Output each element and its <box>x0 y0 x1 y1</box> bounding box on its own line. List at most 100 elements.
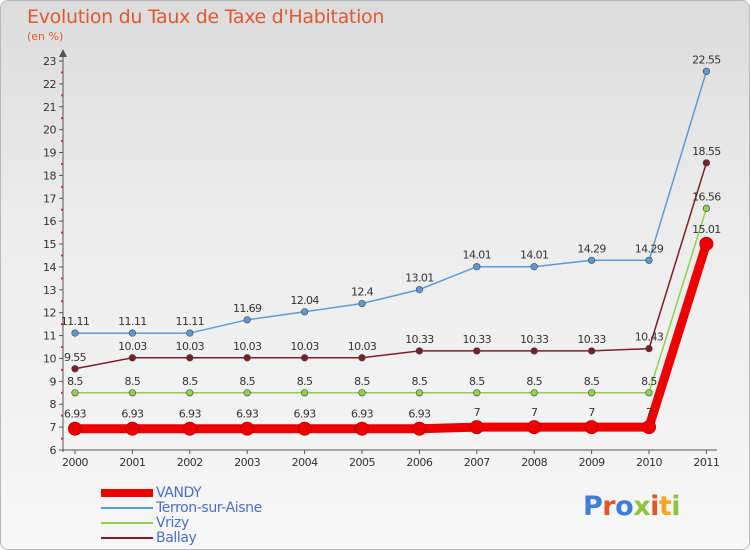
data-point-ballay <box>473 347 481 355</box>
data-label-vrizy: 8.5 <box>239 375 255 388</box>
data-label-vandy: 6.93 <box>351 408 374 421</box>
y-minor-dot <box>61 346 63 349</box>
legend-swatch <box>101 521 153 524</box>
data-point-ballay <box>587 347 596 355</box>
y-tick-label: 11 <box>43 330 56 343</box>
data-point-vrizy <box>415 389 424 397</box>
data-point-vandy <box>68 421 82 436</box>
y-tick-label: 8 <box>50 398 57 411</box>
y-minor-dot <box>61 231 63 234</box>
data-label-ballay: 10.33 <box>463 333 492 346</box>
chart-title: Evolution du Taux de Taxe d'Habitation <box>27 6 385 28</box>
y-minor-dot <box>61 277 63 280</box>
data-point-vrizy <box>128 389 136 397</box>
y-minor-dot <box>61 208 63 211</box>
data-label-terron-sur-aisne: 11.11 <box>176 315 205 328</box>
data-point-terron-sur-aisne <box>243 316 251 324</box>
data-point-vandy <box>699 236 714 251</box>
y-axis-arrow <box>59 49 67 57</box>
y-tick-label: 17 <box>43 192 56 205</box>
data-label-vandy: 6.93 <box>179 408 202 421</box>
data-point-vandy <box>355 421 369 436</box>
legend-label: Vrizy <box>156 514 189 531</box>
y-minor-dot <box>61 391 63 394</box>
data-label-ballay: 10.03 <box>176 340 205 353</box>
data-label-vandy: 6.93 <box>121 408 144 421</box>
data-point-vandy <box>240 421 255 436</box>
data-point-vandy <box>412 421 427 436</box>
y-tick-label: 22 <box>43 78 56 91</box>
data-label-vandy: 7 <box>646 406 653 419</box>
data-point-vandy <box>182 421 197 436</box>
data-point-vrizy <box>587 389 596 397</box>
data-label-vrizy: 8.5 <box>584 375 600 388</box>
data-label-vrizy: 8.5 <box>125 375 141 388</box>
data-label-ballay: 9.55 <box>64 351 87 364</box>
data-point-terron-sur-aisne <box>645 256 653 264</box>
y-tick-label: 9 <box>50 375 57 388</box>
data-label-vrizy: 8.5 <box>354 375 370 388</box>
data-label-ballay: 10.03 <box>118 340 147 353</box>
data-point-vrizy <box>71 389 79 397</box>
data-point-terron-sur-aisne <box>358 299 366 308</box>
y-tick-label: 15 <box>43 238 56 251</box>
data-point-ballay <box>71 365 79 373</box>
y-minor-dot <box>61 437 63 440</box>
data-label-terron-sur-aisne: 13.01 <box>405 272 434 285</box>
y-minor-dot <box>61 117 63 120</box>
legend-item-ballay: Ballay <box>101 530 262 546</box>
y-tick-label: 23 <box>43 55 56 68</box>
logo-letter: o <box>615 491 634 522</box>
y-minor-dot <box>61 300 63 303</box>
data-label-terron-sur-aisne: 22.55 <box>692 53 721 66</box>
x-tick-label: 2008 <box>521 456 547 469</box>
data-point-vrizy <box>186 389 194 397</box>
data-label-vandy: 6.93 <box>408 408 431 421</box>
data-point-ballay <box>645 345 653 353</box>
logo-letter: i <box>671 491 681 522</box>
y-tick-label: 7 <box>50 421 57 434</box>
data-label-ballay: 10.43 <box>635 331 664 344</box>
data-label-terron-sur-aisne: 14.29 <box>635 242 664 255</box>
y-minor-dot <box>61 162 63 165</box>
data-point-terron-sur-aisne <box>587 256 596 264</box>
data-label-vandy: 7 <box>531 406 538 419</box>
data-label-terron-sur-aisne: 11.11 <box>61 315 90 328</box>
legend-label: Terron-sur-Aisne <box>156 499 262 516</box>
data-label-terron-sur-aisne: 12.04 <box>290 294 319 307</box>
data-label-ballay: 10.03 <box>290 340 319 353</box>
legend-item-vandy: VANDY <box>101 485 262 501</box>
y-minor-dot <box>61 71 63 74</box>
data-label-vandy: 6.93 <box>294 408 317 421</box>
data-point-vrizy <box>301 389 309 397</box>
x-tick-label: 2011 <box>693 456 719 469</box>
data-label-vrizy: 8.5 <box>67 375 83 388</box>
chart-subtitle: (en %) <box>27 30 64 43</box>
y-tick-label: 6 <box>50 444 57 457</box>
data-point-vrizy <box>358 389 366 397</box>
y-minor-dot <box>61 254 63 257</box>
x-tick-label: 2000 <box>62 456 88 469</box>
y-minor-dot <box>61 368 63 371</box>
series-line-terron-sur-aisne <box>74 70 708 334</box>
data-point-terron-sur-aisne <box>415 285 424 294</box>
data-point-ballay <box>702 159 711 167</box>
y-tick-label: 14 <box>43 261 56 274</box>
data-label-ballay: 10.33 <box>577 333 606 346</box>
y-minor-dot <box>61 94 63 97</box>
x-tick-label: 2002 <box>177 456 203 469</box>
y-tick-label: 21 <box>43 101 56 114</box>
logo-letter: t <box>658 491 672 522</box>
legend-swatch <box>101 506 153 509</box>
data-point-ballay <box>301 354 309 362</box>
y-minor-dot <box>61 185 63 188</box>
data-label-ballay: 10.03 <box>348 340 377 353</box>
data-label-vandy: 7 <box>588 406 595 419</box>
y-tick-label: 12 <box>43 307 56 320</box>
data-label-terron-sur-aisne: 14.29 <box>577 242 606 255</box>
data-label-terron-sur-aisne: 12.4 <box>351 286 374 299</box>
data-point-terron-sur-aisne <box>473 263 481 271</box>
data-point-vandy <box>469 420 484 435</box>
data-point-vandy <box>527 420 542 435</box>
